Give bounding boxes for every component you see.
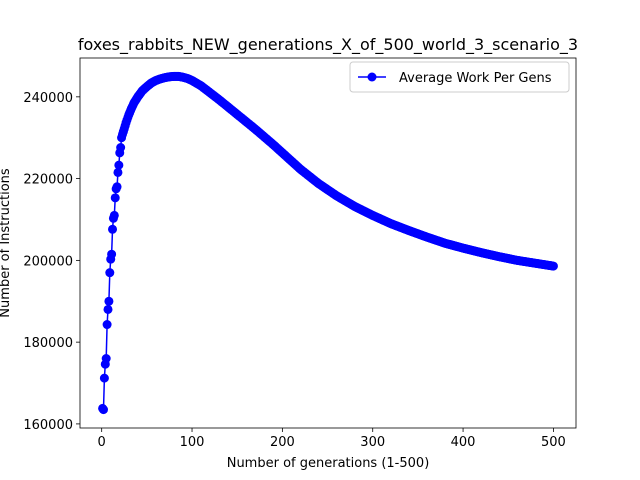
axes-frame (79, 57, 577, 429)
data-point (109, 210, 119, 220)
data-point (102, 320, 112, 330)
data-point (113, 167, 123, 177)
data-point (107, 249, 117, 259)
y-tick-label: 240000 (23, 91, 73, 106)
legend-marker (367, 72, 377, 82)
x-tick-label: 200 (270, 435, 295, 450)
data-point (99, 373, 109, 383)
x-axis-label: Number of generations (1-500) (227, 456, 430, 471)
data-point (98, 405, 108, 415)
data-point (104, 296, 114, 306)
data-point (105, 268, 115, 278)
data-point (101, 354, 111, 363)
legend-box (349, 61, 570, 93)
y-tick-label: 160000 (23, 418, 73, 433)
legend-label: Average Work Per Gens (399, 71, 552, 86)
plot-area: 0 100 200 300 400 500 160000 180000 200000 220000… (23, 57, 577, 450)
data-point (103, 304, 113, 314)
y-axis-label: Number of Instructions (0, 168, 13, 318)
x-tick-label: 300 (360, 435, 385, 450)
x-tick-label: 400 (451, 435, 476, 450)
data-point (116, 143, 126, 153)
y-tick-label: 220000 (23, 173, 73, 188)
x-tick-label: 0 (98, 435, 106, 450)
x-tick-label: 500 (541, 435, 566, 450)
data-point (110, 193, 120, 203)
chart-title: foxes_rabbits_NEW_generations_X_of_500_w… (78, 35, 578, 55)
y-tick-label: 200000 (23, 254, 73, 269)
data-point (112, 182, 122, 192)
legend: Average Work Per Gens (349, 61, 570, 93)
y-tick-label: 180000 (23, 336, 73, 351)
data-point (108, 224, 118, 234)
x-tick-label: 100 (180, 435, 205, 450)
data-point (548, 261, 558, 271)
data-point (114, 160, 124, 170)
